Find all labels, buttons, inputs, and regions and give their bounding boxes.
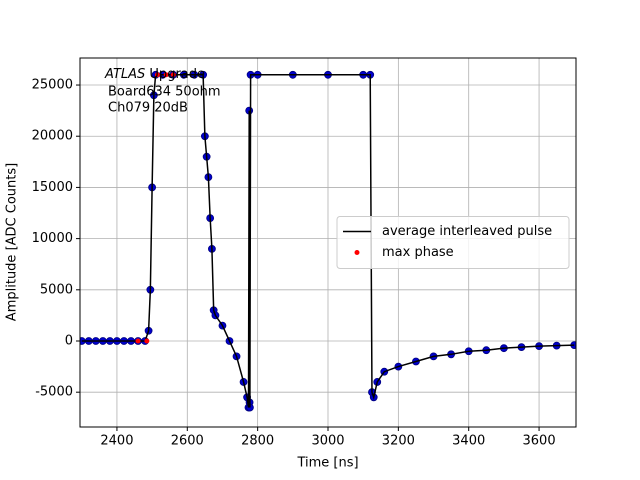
x-tick-label: 3400 (452, 434, 485, 449)
point (135, 338, 141, 344)
y-tick-label: 15000 (32, 180, 73, 195)
x-tick-label: 3000 (311, 434, 344, 449)
legend-label: max phase (382, 245, 454, 260)
annotation-upgrade: Upgrade (149, 67, 205, 82)
annotation: Board634 50ohm (108, 85, 221, 100)
point (144, 338, 150, 344)
point (163, 72, 169, 78)
ticks: 2400 2600 2800 3000 3200 3400 3600 -5000 0 5000 10… (32, 78, 556, 449)
point (154, 72, 160, 78)
y-tick-label: 20000 (32, 129, 73, 144)
legend-box (336, 216, 570, 269)
y-tick-label: -5000 (35, 385, 73, 400)
legend: average interleaved pulse max phase (336, 216, 570, 269)
x-tick-label: 3600 (523, 434, 556, 449)
y-tick-label: 5000 (40, 282, 73, 297)
pulse-line (81, 74, 575, 408)
legend-swatch (354, 250, 360, 255)
x-axis-label: Time [ns] (296, 456, 358, 471)
point (170, 72, 176, 78)
x-tick-label: 2600 (171, 434, 204, 449)
y-axis-label: Amplitude [ADC Counts] (5, 163, 20, 321)
y-tick-label: 10000 (32, 231, 73, 246)
annotation: Ch079 20dB (108, 101, 188, 116)
x-tick-label: 3200 (382, 434, 415, 449)
annotation: ATLAS Upgrade (104, 67, 205, 82)
y-tick-label: 0 (65, 333, 73, 348)
x-tick-label: 2800 (241, 434, 274, 449)
x-tick-label: 2400 (100, 434, 133, 449)
annotation-atlas: ATLAS (104, 67, 145, 82)
y-tick-label: 25000 (32, 78, 73, 93)
legend-label: average interleaved pulse (382, 224, 552, 239)
plot-area (80, 70, 576, 412)
